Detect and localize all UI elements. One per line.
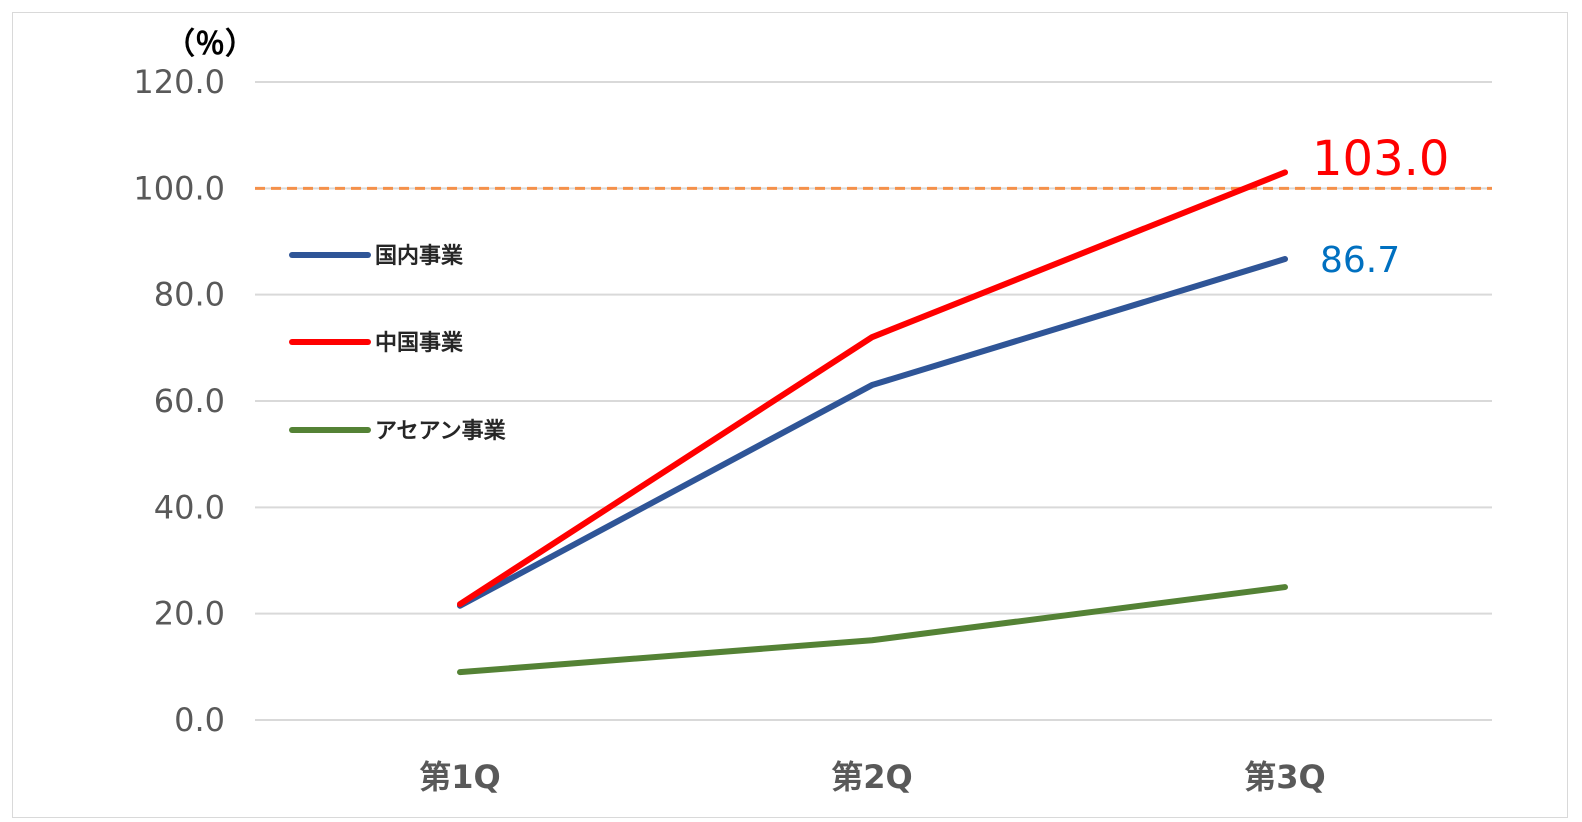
y-tick-label-1: 20.0 (154, 595, 225, 633)
legend-label-1: 中国事業 (375, 330, 464, 356)
end-label-series-1: 103.0 (1312, 131, 1449, 187)
y-tick-label-0: 0.0 (174, 701, 225, 739)
x-tick-label-2: 第3Q (1244, 758, 1325, 796)
y-tick-label-6: 120.0 (133, 63, 225, 101)
y-tick-label-5: 100.0 (133, 169, 225, 207)
y-tick-label-4: 80.0 (154, 276, 225, 314)
chart-frame (12, 12, 1568, 818)
gridlines (255, 81, 1492, 721)
legend-label-0: 国内事業 (375, 243, 464, 269)
end-value-labels: 86.7 103.0 (1312, 131, 1449, 281)
x-tick-label-1: 第2Q (831, 758, 912, 796)
y-tick-label-3: 60.0 (154, 382, 225, 420)
axis-labels: （％） 0.0 20.0 40.0 60.0 80.0 100.0 120.0 第1Q 第2Q 第… (133, 27, 1325, 796)
y-axis-unit-label: （％） (165, 27, 255, 62)
series-line-0 (457, 256, 1288, 609)
y-tick-label-2: 40.0 (154, 488, 225, 526)
series-lines (457, 169, 1288, 676)
series-line-2 (457, 584, 1288, 676)
x-tick-label-0: 第1Q (419, 758, 500, 796)
legend-label-2: アセアン事業 (375, 418, 507, 444)
end-label-series-0: 86.7 (1320, 240, 1400, 281)
